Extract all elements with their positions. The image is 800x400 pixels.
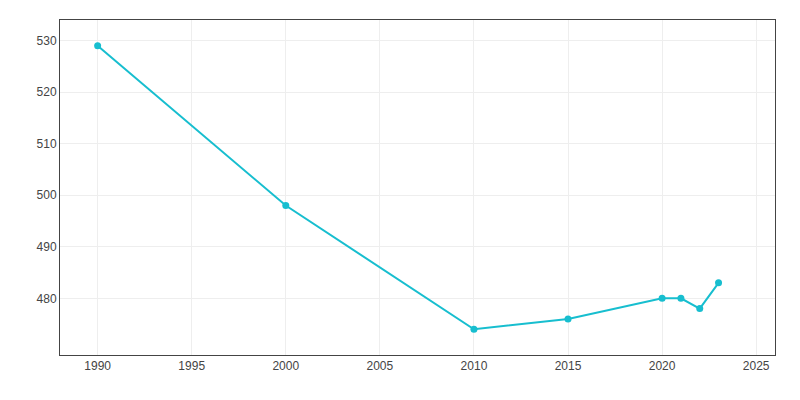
svg-text:510: 510 <box>37 137 57 151</box>
svg-text:480: 480 <box>37 292 57 306</box>
svg-text:520: 520 <box>37 85 57 99</box>
svg-text:2020: 2020 <box>649 359 676 373</box>
svg-text:1995: 1995 <box>178 359 205 373</box>
svg-text:2010: 2010 <box>461 359 488 373</box>
svg-text:500: 500 <box>37 188 57 202</box>
svg-text:2000: 2000 <box>272 359 299 373</box>
svg-text:2015: 2015 <box>555 359 582 373</box>
svg-text:490: 490 <box>37 240 57 254</box>
svg-text:2005: 2005 <box>367 359 394 373</box>
svg-text:1990: 1990 <box>84 359 111 373</box>
svg-text:530: 530 <box>37 34 57 48</box>
svg-text:2025: 2025 <box>743 359 770 373</box>
